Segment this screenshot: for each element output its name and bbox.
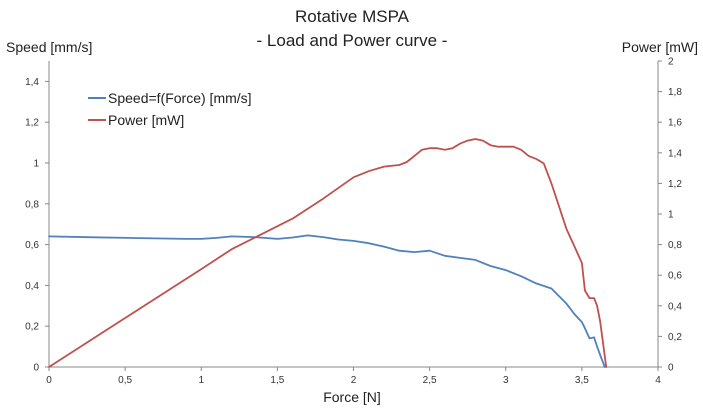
y-right-tick-label: 1	[668, 210, 674, 221]
chart-title: Rotative MSPA	[295, 7, 410, 26]
x-tick-label: 0,5	[118, 375, 132, 386]
y-left-tick-label: 0,8	[25, 199, 39, 210]
legend-speed-label: Speed=f(Force) [mm/s]	[108, 90, 252, 106]
y-right-tick-label: 1,6	[668, 118, 682, 129]
y-left-tick-label: 0	[33, 363, 39, 374]
y-left-tick-label: 1,4	[25, 77, 39, 88]
y-left-axis-title: Speed [mm/s]	[6, 39, 92, 55]
y-left-tick-label: 0,4	[25, 281, 39, 292]
y-right-tick-label: 1,8	[668, 87, 682, 98]
y-right-axis-title: Power [mW]	[622, 39, 698, 55]
x-tick-label: 0	[46, 375, 52, 386]
series-lines	[48, 138, 608, 368]
tick-labels: 0 0,5 1 1,5 2 2,5 3 3,5 400,20,40,60,811,21,400,…	[25, 57, 682, 387]
x-tick-label: 2	[351, 375, 357, 386]
y-right-tick-label: 0,4	[668, 301, 682, 312]
y-right-tick-label: 1,2	[668, 179, 682, 190]
x-tick-label: 1,5	[270, 375, 284, 386]
y-right-tick-label: 2	[668, 57, 674, 68]
y-right-tick-label: 0,8	[668, 240, 682, 251]
legend-power-label: Power [mW]	[108, 112, 184, 128]
y-right-tick-label: 1,4	[668, 148, 682, 159]
y-right-tick-label: 0,6	[668, 271, 682, 282]
x-tick-label: 4	[655, 375, 661, 386]
x-tick-label: 3,5	[575, 375, 589, 386]
chart-subtitle: - Load and Power curve -	[257, 31, 448, 50]
x-tick-label: 1	[198, 375, 204, 386]
axes	[45, 60, 662, 371]
power-series-line	[48, 138, 608, 368]
y-left-tick-label: 0,6	[25, 240, 39, 251]
x-tick-label: 2,5	[423, 375, 437, 386]
y-left-tick-label: 1	[33, 159, 39, 170]
x-axis-title: Force [N]	[323, 389, 381, 405]
y-left-tick-label: 1,2	[25, 118, 39, 129]
y-left-tick-label: 0,2	[25, 322, 39, 333]
legend: Speed=f(Force) [mm/s] Power [mW]	[88, 90, 252, 128]
speed-series-line	[48, 234, 606, 368]
x-tick-label: 3	[503, 375, 509, 386]
y-right-tick-label: 0,2	[668, 332, 682, 343]
y-right-tick-label: 0	[668, 363, 674, 374]
